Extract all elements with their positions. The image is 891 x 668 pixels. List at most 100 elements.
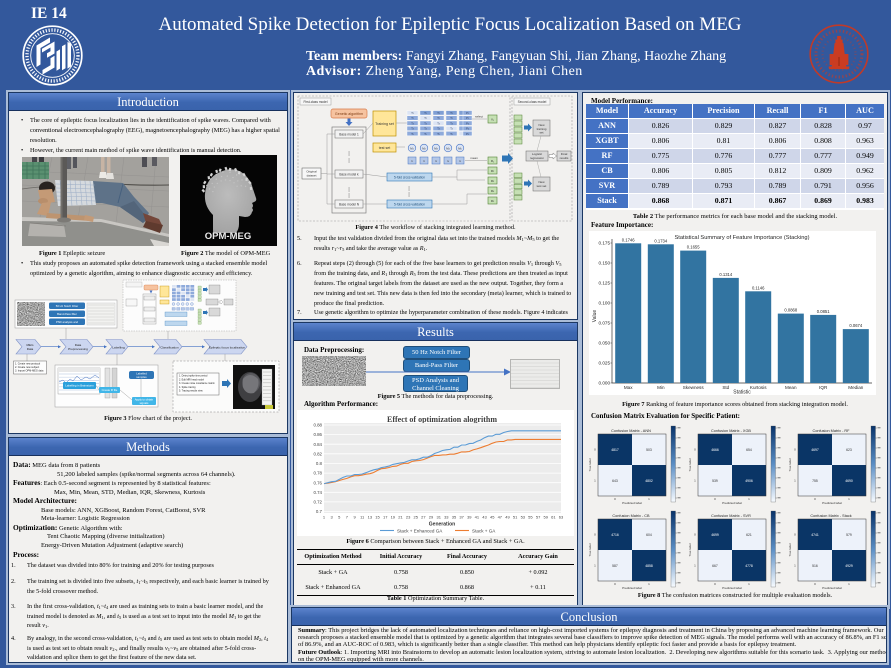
svg-text:1: 1 <box>794 564 796 568</box>
svg-text:0.050: 0.050 <box>599 341 611 346</box>
svg-text:Max: Max <box>624 385 633 390</box>
svg-text:R2: R2 <box>491 169 495 173</box>
svg-text:0.125: 0.125 <box>599 281 611 286</box>
svg-text:M3: M3 <box>434 147 438 151</box>
svg-text:R₁: R₁ <box>491 159 494 163</box>
svg-text:3. Create noise covariance mat: 3. Create noise covariance matrix <box>179 382 215 385</box>
svg-text:T4: T4 <box>424 127 427 131</box>
svg-text:1: 1 <box>594 564 596 568</box>
svg-text:|: | <box>408 186 409 192</box>
svg-text:47: 47 <box>498 515 503 520</box>
svg-text:0: 0 <box>814 582 816 586</box>
svg-text:Logistic: Logistic <box>532 152 543 156</box>
svg-text:43: 43 <box>482 515 487 520</box>
svg-text:667: 667 <box>712 564 718 568</box>
svg-text:59: 59 <box>543 515 548 520</box>
svg-text:35: 35 <box>452 515 457 520</box>
svg-text:Labelling: Labelling <box>112 345 125 349</box>
svg-text:5-fold cross-validation: 5-fold cross-validation <box>394 203 425 207</box>
svg-text:1: 1 <box>848 582 850 586</box>
svg-text:Predicted label: Predicted label <box>622 586 642 590</box>
svg-text:P4: P4 <box>466 127 469 131</box>
svg-text:13: 13 <box>368 515 373 520</box>
svg-text:M2: M2 <box>422 147 426 151</box>
svg-text:T1: T1 <box>437 111 440 115</box>
svg-text:True label: True label <box>788 458 792 472</box>
svg-text:1: 1 <box>694 564 696 568</box>
svg-text:1. Detect spike time period: 1. Detect spike time period <box>179 375 208 378</box>
svg-text:19: 19 <box>391 515 396 520</box>
svg-text:|: | <box>348 158 349 164</box>
svg-text:Second-class model: Second-class model <box>518 100 547 104</box>
svg-text:T3: T3 <box>411 121 414 125</box>
svg-text:4778: 4778 <box>745 564 753 568</box>
svg-text:1: 1 <box>323 515 326 520</box>
svg-text:0: 0 <box>814 497 816 501</box>
svg-text:test set: test set <box>379 146 391 150</box>
svg-text:Original: Original <box>306 170 317 174</box>
svg-text:T3: T3 <box>437 121 440 125</box>
svg-text:7: 7 <box>346 515 349 520</box>
svg-text:IQR: IQR <box>819 385 828 390</box>
svg-text:0.100: 0.100 <box>599 301 611 306</box>
svg-text:4858: 4858 <box>645 564 653 568</box>
svg-text:0: 0 <box>794 533 796 537</box>
svg-text:0.1734: 0.1734 <box>654 238 667 243</box>
svg-text:Confusion Matrix - SVR: Confusion Matrix - SVR <box>711 514 751 518</box>
svg-text:T3: T3 <box>450 121 453 125</box>
svg-text:T1: T1 <box>424 111 427 115</box>
svg-text:|: | <box>348 187 349 193</box>
svg-text:True label: True label <box>688 543 692 557</box>
svg-text:604: 604 <box>646 533 652 537</box>
svg-text:P3: P3 <box>466 121 469 125</box>
svg-text:True label: True label <box>588 543 592 557</box>
svg-text:Preprocessing: Preprocessing <box>68 347 88 351</box>
svg-text:Skewness: Skewness <box>683 385 705 390</box>
svg-text:0: 0 <box>594 448 596 452</box>
svg-text:M5: M5 <box>458 147 462 151</box>
svg-text:755: 755 <box>812 479 818 483</box>
svg-text:0.82: 0.82 <box>313 451 322 456</box>
svg-text:T5: T5 <box>424 132 427 136</box>
svg-text:Stack + GA: Stack + GA <box>472 529 496 534</box>
svg-text:0.1746: 0.1746 <box>622 237 635 242</box>
svg-text:654: 654 <box>746 448 752 452</box>
svg-text:Mean: Mean <box>785 385 797 390</box>
svg-text:1: 1 <box>594 479 596 483</box>
svg-text:41: 41 <box>475 515 480 520</box>
svg-text:T2: T2 <box>437 116 440 120</box>
svg-text:50 Hz Notch Filter: 50 Hz Notch Filter <box>56 304 78 308</box>
svg-text:T1: T1 <box>411 111 414 115</box>
svg-text:Predicted label: Predicted label <box>822 586 842 590</box>
svg-text:2. Edit MRI head model: 2. Edit MRI head model <box>179 378 204 381</box>
svg-text:1: 1 <box>694 479 696 483</box>
svg-text:training: training <box>537 127 547 131</box>
svg-text:27: 27 <box>421 515 426 520</box>
svg-text:Stack + Enhanced GA: Stack + Enhanced GA <box>397 529 443 534</box>
svg-text:621: 621 <box>746 533 752 537</box>
svg-text:select: select <box>475 115 483 119</box>
svg-text:0.78: 0.78 <box>313 471 322 476</box>
svg-text:1: 1 <box>848 497 850 501</box>
svg-text:57: 57 <box>536 515 541 520</box>
svg-text:53: 53 <box>521 515 526 520</box>
svg-text:R4: R4 <box>491 189 495 193</box>
svg-text:T3: T3 <box>424 121 427 125</box>
svg-text:4906: 4906 <box>745 479 753 483</box>
svg-text:3. Import OPM-MEG data: 3. Import OPM-MEG data <box>15 370 44 373</box>
svg-text:regression: regression <box>530 156 544 160</box>
svg-text:Kurtosis: Kurtosis <box>750 385 767 390</box>
svg-text:samples: samples <box>136 375 147 379</box>
svg-text:True label: True label <box>588 458 592 472</box>
svg-text:516: 516 <box>812 564 818 568</box>
svg-text:Predicted label: Predicted label <box>622 501 642 505</box>
svg-text:15: 15 <box>375 515 380 520</box>
svg-text:0.88: 0.88 <box>313 423 322 428</box>
svg-text:Value: Value <box>592 310 598 323</box>
svg-text:0.7: 0.7 <box>316 509 323 514</box>
svg-text:PSD analysis and: PSD analysis and <box>56 320 79 324</box>
svg-text:49: 49 <box>505 515 510 520</box>
svg-text:1: 1 <box>748 497 750 501</box>
svg-text:MEG: MEG <box>26 343 34 347</box>
svg-text:T5: T5 <box>411 132 414 136</box>
